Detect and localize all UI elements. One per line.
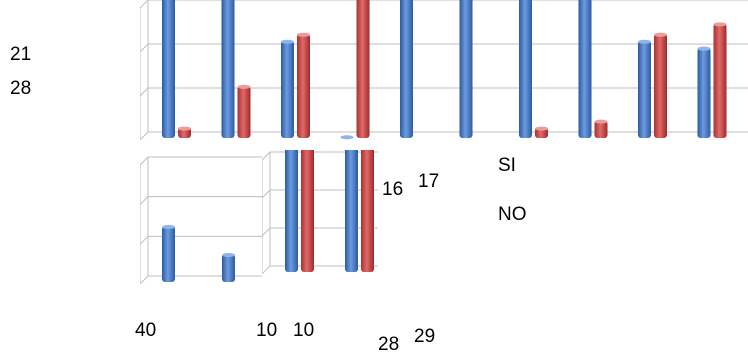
bar-si <box>400 0 413 138</box>
bar-cap <box>281 39 294 44</box>
stray-label: 40 <box>135 320 157 341</box>
bar-si <box>221 0 235 138</box>
bar-no <box>361 150 374 272</box>
bar-no <box>654 33 667 138</box>
legend-label-si: SI <box>498 155 516 176</box>
bar-cap <box>222 253 235 257</box>
stray-label: 17 <box>418 171 440 192</box>
bar-si <box>638 40 651 138</box>
gridline <box>140 156 262 166</box>
bar-no <box>237 85 251 138</box>
bar-cap <box>162 225 175 229</box>
bar-cap <box>237 84 251 89</box>
bar-cap <box>594 119 608 124</box>
bar-cap <box>697 46 711 51</box>
chart-small-b <box>262 119 378 274</box>
chart-main <box>140 0 748 140</box>
gridline <box>262 227 378 237</box>
bar-si <box>285 150 298 272</box>
bar-cap <box>535 126 548 131</box>
gridline <box>140 235 262 245</box>
stray-label: 16 <box>382 179 404 200</box>
bar-cap <box>340 135 354 140</box>
stray-label: 28 <box>378 334 400 355</box>
bar-no <box>356 0 370 138</box>
bar-si <box>345 150 358 272</box>
bar-cap <box>345 119 358 123</box>
bar-cap <box>297 32 310 37</box>
bar-si <box>162 0 175 138</box>
bar-si <box>519 0 532 138</box>
gridline <box>140 196 262 206</box>
gridline <box>140 87 748 97</box>
floor-line <box>140 275 262 284</box>
bar-si <box>162 226 175 282</box>
gridline <box>140 43 748 53</box>
stray-label: 29 <box>414 326 436 347</box>
bar-si <box>281 40 294 138</box>
bar-cap <box>178 126 191 131</box>
gridline <box>140 0 748 9</box>
stray-label: 21 <box>10 44 32 65</box>
bar-no <box>301 150 314 272</box>
bar-cap <box>638 39 651 44</box>
stray-label: 10 <box>256 320 278 341</box>
legend-label-no: NO <box>498 204 527 225</box>
stray-label: 10 <box>293 320 315 341</box>
gridline <box>262 189 378 199</box>
gridline <box>262 151 378 161</box>
bar-cap <box>654 32 667 37</box>
bar-no <box>713 23 727 138</box>
bar-si <box>222 254 235 282</box>
bar-si <box>697 47 711 138</box>
bar-no <box>594 120 608 138</box>
bar-si <box>459 0 473 138</box>
bar-cap <box>713 22 727 27</box>
floor-line <box>262 265 378 274</box>
stray-label: 28 <box>10 78 32 99</box>
chart-small-a <box>140 156 262 284</box>
bar-si <box>578 0 592 138</box>
bar-no <box>297 33 310 138</box>
